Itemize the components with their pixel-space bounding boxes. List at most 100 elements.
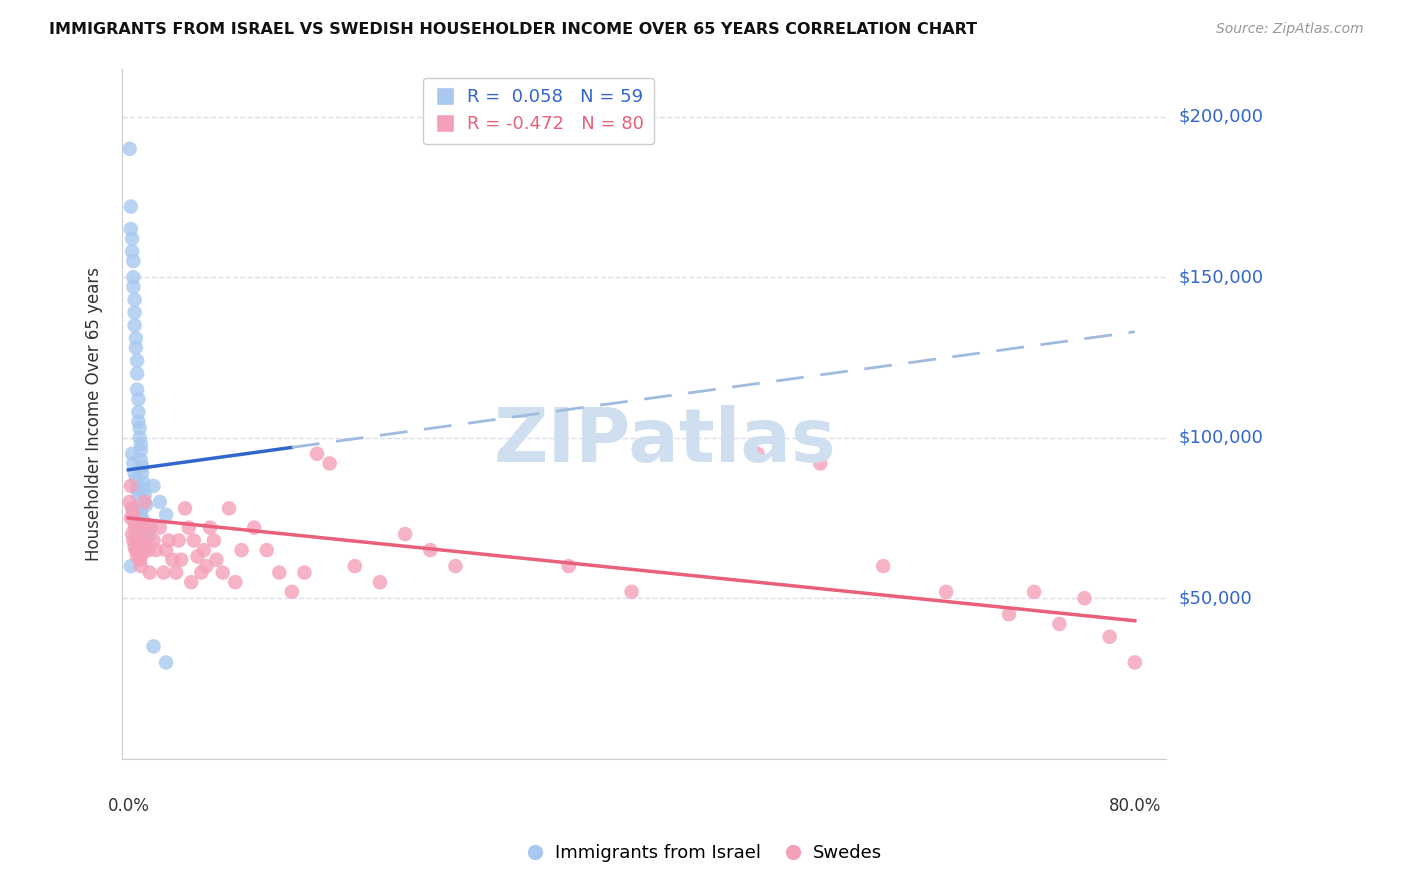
Point: [155, 656, 177, 670]
Point: [444, 559, 467, 574]
Point: [134, 527, 156, 541]
Point: [128, 421, 150, 435]
Point: [134, 495, 156, 509]
Text: ZIPatlas: ZIPatlas: [494, 405, 837, 478]
Point: [808, 457, 831, 471]
Point: [132, 482, 155, 496]
Point: [186, 549, 208, 564]
Point: [122, 457, 145, 471]
Point: [127, 527, 149, 541]
Point: [129, 505, 152, 519]
Point: [202, 533, 225, 548]
Point: [127, 527, 149, 541]
Point: [120, 479, 142, 493]
Text: 80.0%: 80.0%: [1108, 797, 1161, 814]
Point: [135, 498, 157, 512]
Point: [121, 447, 143, 461]
Point: [1098, 630, 1121, 644]
Point: [152, 566, 174, 580]
Point: [131, 521, 153, 535]
Point: [122, 533, 145, 548]
Point: [155, 543, 177, 558]
Point: [129, 443, 152, 458]
Point: [124, 305, 146, 319]
Legend: R =  0.058   N = 59, R = -0.472   N = 80: R = 0.058 N = 59, R = -0.472 N = 80: [423, 78, 655, 145]
Point: [129, 559, 152, 574]
Point: [368, 575, 391, 590]
Text: $50,000: $50,000: [1178, 590, 1253, 607]
Point: [118, 142, 141, 156]
Point: [138, 543, 160, 558]
Point: [218, 501, 240, 516]
Point: [142, 640, 165, 654]
Point: [305, 447, 328, 461]
Point: [127, 482, 149, 496]
Text: $100,000: $100,000: [1178, 429, 1264, 447]
Point: [127, 392, 149, 407]
Point: [128, 533, 150, 548]
Point: [128, 540, 150, 554]
Point: [142, 533, 165, 548]
Point: [281, 584, 304, 599]
Point: [129, 549, 152, 564]
Point: [125, 530, 148, 544]
Point: [211, 566, 233, 580]
Point: [127, 405, 149, 419]
Point: [131, 514, 153, 528]
Point: [180, 575, 202, 590]
Point: [118, 495, 141, 509]
Legend: Immigrants from Israel, Swedes: Immigrants from Israel, Swedes: [516, 838, 890, 870]
Point: [205, 553, 228, 567]
Point: [162, 553, 184, 567]
Point: [136, 517, 159, 532]
Point: [419, 543, 441, 558]
Point: [231, 543, 253, 558]
Point: [121, 501, 143, 516]
Point: [138, 566, 160, 580]
Point: [127, 543, 149, 558]
Point: [127, 537, 149, 551]
Point: [157, 533, 180, 548]
Point: [127, 489, 149, 503]
Point: [125, 473, 148, 487]
Point: [557, 559, 579, 574]
Point: [394, 527, 416, 541]
Point: [122, 280, 145, 294]
Point: [198, 521, 221, 535]
Point: [132, 543, 155, 558]
Point: [167, 533, 190, 548]
Y-axis label: Householder Income Over 65 years: Householder Income Over 65 years: [86, 267, 103, 561]
Point: [129, 540, 152, 554]
Point: [1024, 584, 1046, 599]
Point: [125, 543, 148, 558]
Point: [127, 383, 149, 397]
Point: [124, 318, 146, 333]
Point: [129, 453, 152, 467]
Point: [195, 559, 218, 574]
Point: [224, 575, 246, 590]
Point: [129, 437, 152, 451]
Point: [165, 566, 187, 580]
Point: [124, 521, 146, 535]
Point: [318, 457, 340, 471]
Point: [131, 511, 153, 525]
Point: [149, 521, 172, 535]
Point: [190, 566, 212, 580]
Point: [122, 508, 145, 522]
Point: [124, 540, 146, 554]
Point: [127, 367, 149, 381]
Point: [127, 533, 149, 548]
Point: [872, 559, 894, 574]
Point: [139, 521, 162, 535]
Point: [125, 331, 148, 345]
Point: [1073, 591, 1095, 606]
Point: [170, 553, 193, 567]
Point: [294, 566, 316, 580]
Point: [132, 475, 155, 490]
Point: [124, 514, 146, 528]
Point: [134, 489, 156, 503]
Point: [120, 222, 142, 236]
Point: [131, 466, 153, 480]
Point: [138, 530, 160, 544]
Point: [620, 584, 643, 599]
